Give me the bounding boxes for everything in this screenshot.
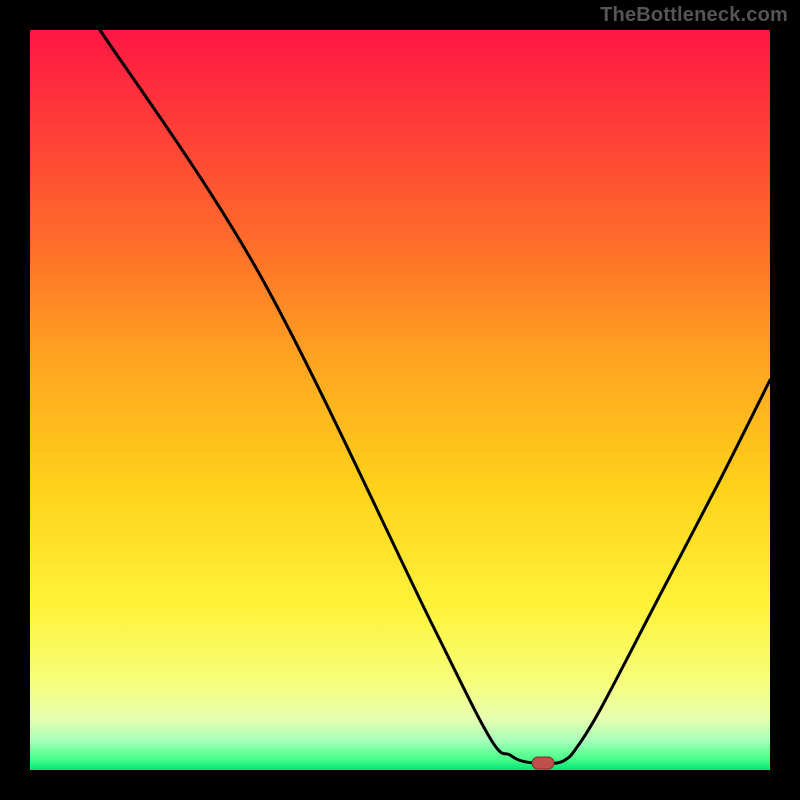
- chart-gradient-background: [30, 30, 770, 770]
- optimal-point-marker: [532, 757, 554, 769]
- watermark-text: TheBottleneck.com: [600, 4, 788, 27]
- bottleneck-chart: [0, 0, 800, 800]
